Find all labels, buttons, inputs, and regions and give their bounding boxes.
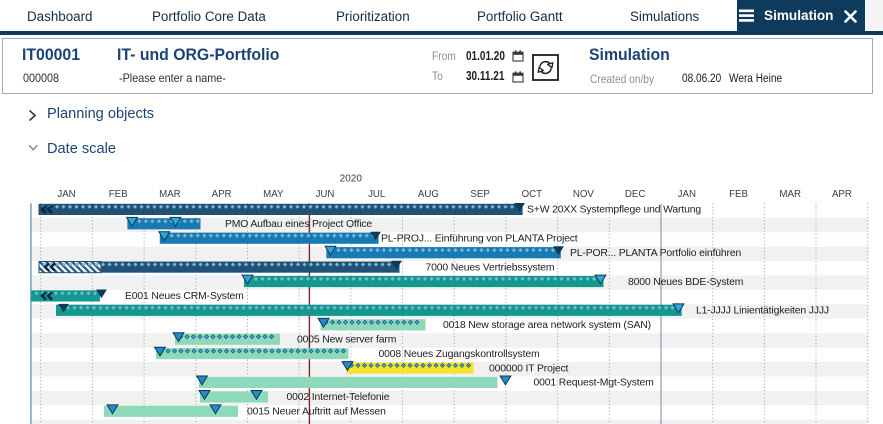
svg-text:000000 IT Project: 000000 IT Project (489, 363, 569, 374)
svg-text:PMO Aufbau eines Project Offi: PMO Aufbau eines Project Office (225, 219, 372, 230)
svg-text:MAY: MAY (263, 189, 284, 200)
svg-text:MAR: MAR (159, 189, 181, 200)
svg-text:PL-POR... PLANTA Portfolio ei: PL-POR... PLANTA Portfolio einführen (570, 248, 741, 259)
svg-text:S+W 20XX Systempflege und War: S+W 20XX Systempflege und Wartung (527, 205, 701, 216)
svg-text:APR: APR (212, 189, 232, 200)
svg-text:MAR: MAR (779, 189, 801, 200)
svg-text:FEB: FEB (729, 189, 748, 200)
svg-text:SEP: SEP (470, 189, 489, 200)
svg-text:L1-JJJJ Linientätigkeiten JJJ: L1-JJJJ Linientätigkeiten JJJJ (696, 306, 829, 317)
svg-text:7000 Neues Vertriebssystem: 7000 Neues Vertriebssystem (426, 262, 555, 273)
svg-text:2020: 2020 (340, 174, 363, 185)
svg-text:JAN: JAN (678, 189, 696, 200)
svg-text:0005 New server farm: 0005 New server farm (297, 335, 396, 346)
svg-text:FEB: FEB (109, 189, 128, 200)
svg-text:JUL: JUL (368, 189, 386, 200)
svg-text:0015 Neuer Auftritt auf Messe: 0015 Neuer Auftritt auf Messen (247, 407, 386, 418)
svg-text:DEC: DEC (625, 189, 645, 200)
svg-text:0018 New storage area network: 0018 New storage area network system (SA… (443, 320, 651, 331)
svg-text:OCT: OCT (522, 189, 543, 200)
svg-text:AUG: AUG (418, 189, 439, 200)
svg-text:8000 Neues BDE-System: 8000 Neues BDE-System (628, 277, 743, 288)
svg-text:0001 Request-Mgt-System: 0001 Request-Mgt-System (534, 378, 654, 389)
svg-text:0002 Internet-Telefonie: 0002 Internet-Telefonie (287, 392, 390, 403)
svg-text:0008 Neues Zugangskontrollsys: 0008 Neues Zugangskontrollsystem (379, 349, 540, 360)
svg-text:JAN: JAN (57, 189, 75, 200)
svg-text:E001 Neues CRM-System: E001 Neues CRM-System (125, 291, 244, 302)
svg-text:NOV: NOV (573, 189, 595, 200)
svg-text:PL-PROJ... Einführung von PLA: PL-PROJ... Einführung von PLANTA Project (381, 234, 578, 245)
svg-text:APR: APR (832, 189, 852, 200)
svg-text:JUN: JUN (316, 189, 335, 200)
